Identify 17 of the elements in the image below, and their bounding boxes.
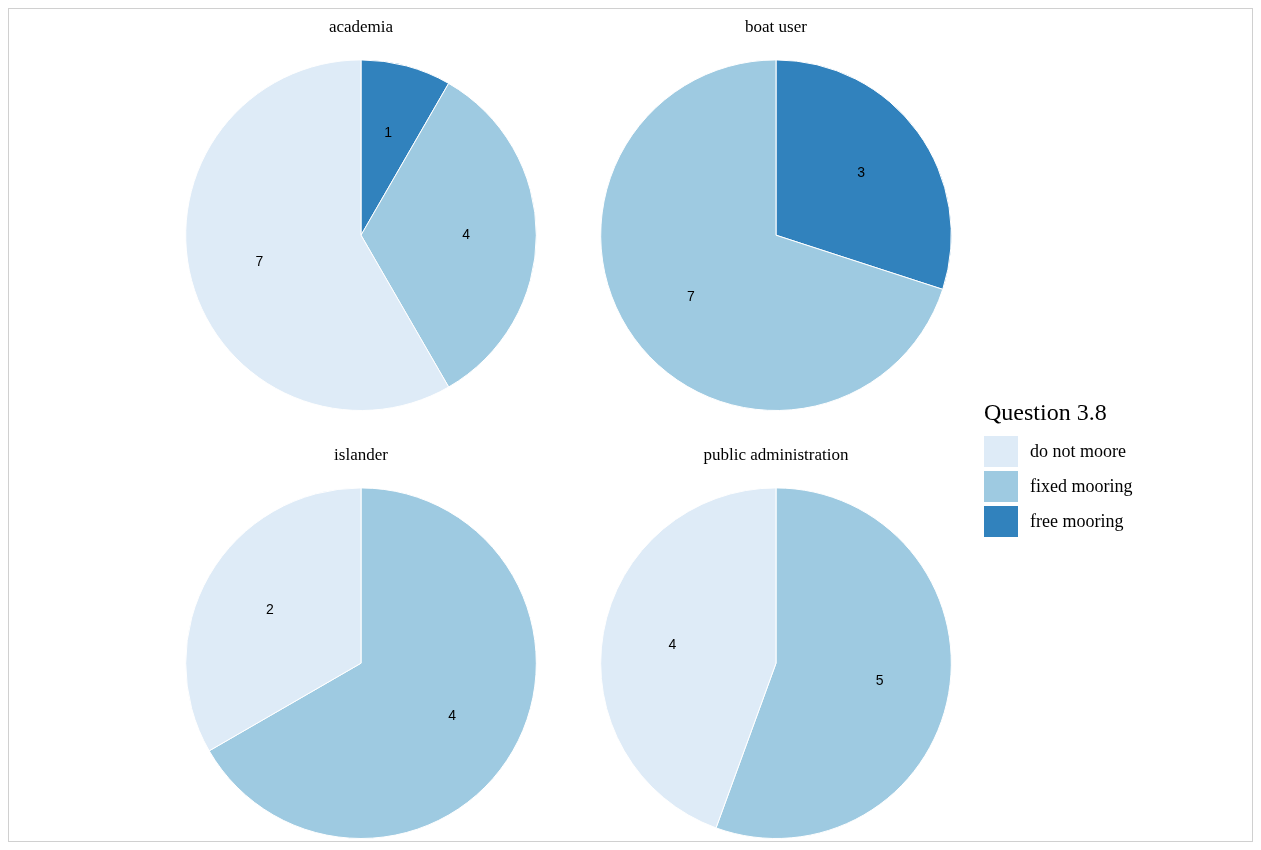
data-label: 1 bbox=[384, 124, 393, 141]
data-label: 5 bbox=[875, 672, 884, 689]
chart-title: academia bbox=[328, 16, 394, 36]
legend-label: do not moore bbox=[1030, 441, 1126, 462]
legend-title: Question 3.8 bbox=[984, 399, 1108, 426]
data-label: 4 bbox=[668, 635, 677, 652]
chart-title: islander bbox=[334, 444, 389, 464]
data-label: 3 bbox=[857, 164, 866, 181]
data-label: 4 bbox=[462, 226, 471, 243]
legend-label: free mooring bbox=[1030, 511, 1124, 532]
data-label: 7 bbox=[255, 253, 264, 270]
chart-title: boat user bbox=[745, 16, 808, 36]
data-label: 7 bbox=[687, 287, 696, 304]
chart-title: public administration bbox=[703, 444, 849, 464]
data-label: 4 bbox=[448, 706, 457, 723]
data-label: 2 bbox=[266, 601, 275, 618]
legend-label: fixed mooring bbox=[1030, 476, 1133, 497]
